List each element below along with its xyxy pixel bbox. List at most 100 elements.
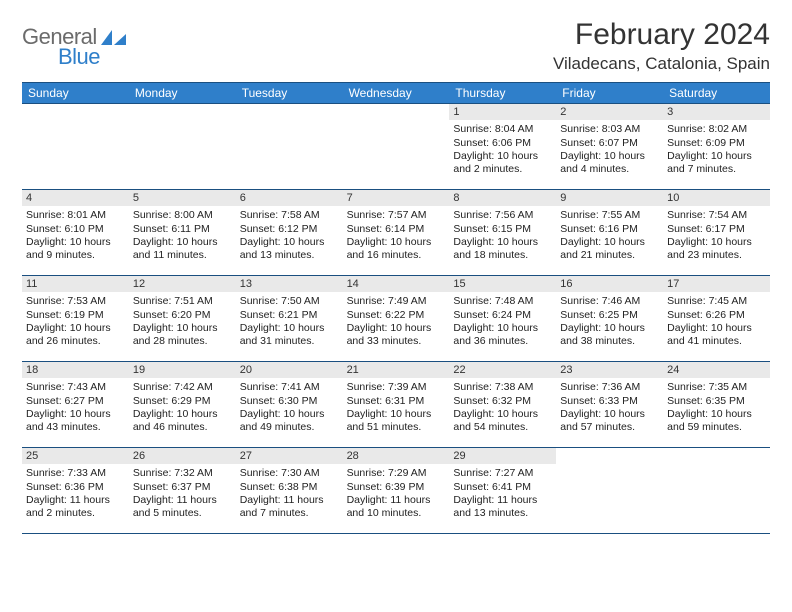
day-number: 19 [129,362,236,378]
day-number: 22 [449,362,556,378]
brand-name-2: Blue [58,44,100,69]
sunrise-line: Sunrise: 7:27 AM [453,467,552,480]
daylight-line: Daylight: 10 hours and 4 minutes. [560,150,659,177]
sunrise-line: Sunrise: 7:32 AM [133,467,232,480]
day-number: 18 [22,362,129,378]
day-cell: 2Sunrise: 8:03 AMSunset: 6:07 PMDaylight… [556,103,663,189]
daylight-line: Daylight: 11 hours and 7 minutes. [240,494,339,521]
day-number: 9 [556,190,663,206]
day-number: 25 [22,448,129,464]
sunrise-line: Sunrise: 7:49 AM [347,295,446,308]
sunrise-line: Sunrise: 7:33 AM [26,467,125,480]
daylight-line: Daylight: 10 hours and 23 minutes. [667,236,766,263]
empty-cell [663,447,770,533]
day-cell: 24 Sunrise: 7:35 AMSunset: 6:35 PMDayligh… [663,361,770,447]
daylight-line: Daylight: 11 hours and 2 minutes. [26,494,125,521]
sunset-line: Sunset: 6:09 PM [667,137,766,150]
sunset-line: Sunset: 6:14 PM [347,223,446,236]
day-cell: 10Sunrise: 7:54 AMSunset: 6:17 PMDayligh… [663,189,770,275]
day-number: 23 [556,362,663,378]
daylight-line: Daylight: 11 hours and 10 minutes. [347,494,446,521]
day-cell: 14Sunrise: 7:49 AMSunset: 6:22 PMDayligh… [343,275,450,361]
sunrise-line: Sunrise: 7:48 AM [453,295,552,308]
weekday-header: Monday [129,83,236,103]
day-number: 16 [556,276,663,292]
month-title: February 2024 [553,18,770,52]
weekday-header: Wednesday [343,83,450,103]
daylight-line: Daylight: 10 hours and 57 minutes. [560,408,659,435]
sunrise-line: Sunrise: 7:53 AM [26,295,125,308]
sunset-line: Sunset: 6:15 PM [453,223,552,236]
day-number: 4 [22,190,129,206]
daylight-line: Daylight: 10 hours and 28 minutes. [133,322,232,349]
day-number: 2 [556,104,663,120]
sunrise-line: Sunrise: 7:45 AM [667,295,766,308]
daylight-line: Daylight: 10 hours and 59 minutes. [667,408,766,435]
sunset-line: Sunset: 6:33 PM [560,395,659,408]
day-number: 21 [343,362,450,378]
sunrise-line: Sunrise: 7:51 AM [133,295,232,308]
day-cell: 15Sunrise: 7:48 AMSunset: 6:24 PMDayligh… [449,275,556,361]
weekday-header: Friday [556,83,663,103]
sunrise-line: Sunrise: 7:29 AM [347,467,446,480]
sunset-line: Sunset: 6:35 PM [667,395,766,408]
title-block: February 2024 Viladecans, Catalonia, Spa… [553,18,770,74]
sunrise-line: Sunrise: 7:54 AM [667,209,766,222]
day-cell: 1Sunrise: 8:04 AMSunset: 6:06 PMDaylight… [449,103,556,189]
sunrise-line: Sunrise: 7:36 AM [560,381,659,394]
sunset-line: Sunset: 6:12 PM [240,223,339,236]
brand-name-2-wrap: Blue [58,44,100,70]
daylight-line: Daylight: 10 hours and 43 minutes. [26,408,125,435]
day-cell: 27Sunrise: 7:30 AMSunset: 6:38 PMDayligh… [236,447,343,533]
sunset-line: Sunset: 6:36 PM [26,481,125,494]
day-cell: 17Sunrise: 7:45 AMSunset: 6:26 PMDayligh… [663,275,770,361]
sunset-line: Sunset: 6:30 PM [240,395,339,408]
day-cell: 29Sunrise: 7:27 AMSunset: 6:41 PMDayligh… [449,447,556,533]
daylight-line: Daylight: 10 hours and 18 minutes. [453,236,552,263]
day-number: 24 [663,362,770,378]
sunset-line: Sunset: 6:16 PM [560,223,659,236]
day-cell: 20Sunrise: 7:41 AMSunset: 6:30 PMDayligh… [236,361,343,447]
empty-cell [343,103,450,189]
day-cell: 11Sunrise: 7:53 AMSunset: 6:19 PMDayligh… [22,275,129,361]
day-cell: 8Sunrise: 7:56 AMSunset: 6:15 PMDaylight… [449,189,556,275]
day-cell: 3Sunrise: 8:02 AMSunset: 6:09 PMDaylight… [663,103,770,189]
daylight-line: Daylight: 10 hours and 54 minutes. [453,408,552,435]
daylight-line: Daylight: 10 hours and 16 minutes. [347,236,446,263]
day-cell: 23 Sunrise: 7:36 AMSunset: 6:33 PMDayligh… [556,361,663,447]
daylight-line: Daylight: 10 hours and 46 minutes. [133,408,232,435]
day-number: 27 [236,448,343,464]
empty-cell [129,103,236,189]
sunrise-line: Sunrise: 7:39 AM [347,381,446,394]
sunset-line: Sunset: 6:32 PM [453,395,552,408]
daylight-line: Daylight: 10 hours and 26 minutes. [26,322,125,349]
weekday-header: Sunday [22,83,129,103]
sunset-line: Sunset: 6:31 PM [347,395,446,408]
day-number: 11 [22,276,129,292]
weekday-header: Saturday [663,83,770,103]
sunset-line: Sunset: 6:06 PM [453,137,552,150]
day-cell: 5Sunrise: 8:00 AMSunset: 6:11 PMDaylight… [129,189,236,275]
day-number: 20 [236,362,343,378]
sunset-line: Sunset: 6:11 PM [133,223,232,236]
day-cell: 9Sunrise: 7:55 AMSunset: 6:16 PMDaylight… [556,189,663,275]
daylight-line: Daylight: 10 hours and 7 minutes. [667,150,766,177]
day-number: 6 [236,190,343,206]
day-number: 10 [663,190,770,206]
sunrise-line: Sunrise: 7:35 AM [667,381,766,394]
day-cell: 4Sunrise: 8:01 AMSunset: 6:10 PMDaylight… [22,189,129,275]
sunset-line: Sunset: 6:27 PM [26,395,125,408]
calendar-grid: SundayMondayTuesdayWednesdayThursdayFrid… [22,82,770,534]
day-number: 26 [129,448,236,464]
daylight-line: Daylight: 11 hours and 5 minutes. [133,494,232,521]
day-number: 13 [236,276,343,292]
sunset-line: Sunset: 6:21 PM [240,309,339,322]
day-cell: 18Sunrise: 7:43 AMSunset: 6:27 PMDayligh… [22,361,129,447]
daylight-line: Daylight: 10 hours and 41 minutes. [667,322,766,349]
weekday-header: Thursday [449,83,556,103]
sunset-line: Sunset: 6:20 PM [133,309,232,322]
day-number: 14 [343,276,450,292]
daylight-line: Daylight: 10 hours and 21 minutes. [560,236,659,263]
sunset-line: Sunset: 6:25 PM [560,309,659,322]
day-cell: 16Sunrise: 7:46 AMSunset: 6:25 PMDayligh… [556,275,663,361]
